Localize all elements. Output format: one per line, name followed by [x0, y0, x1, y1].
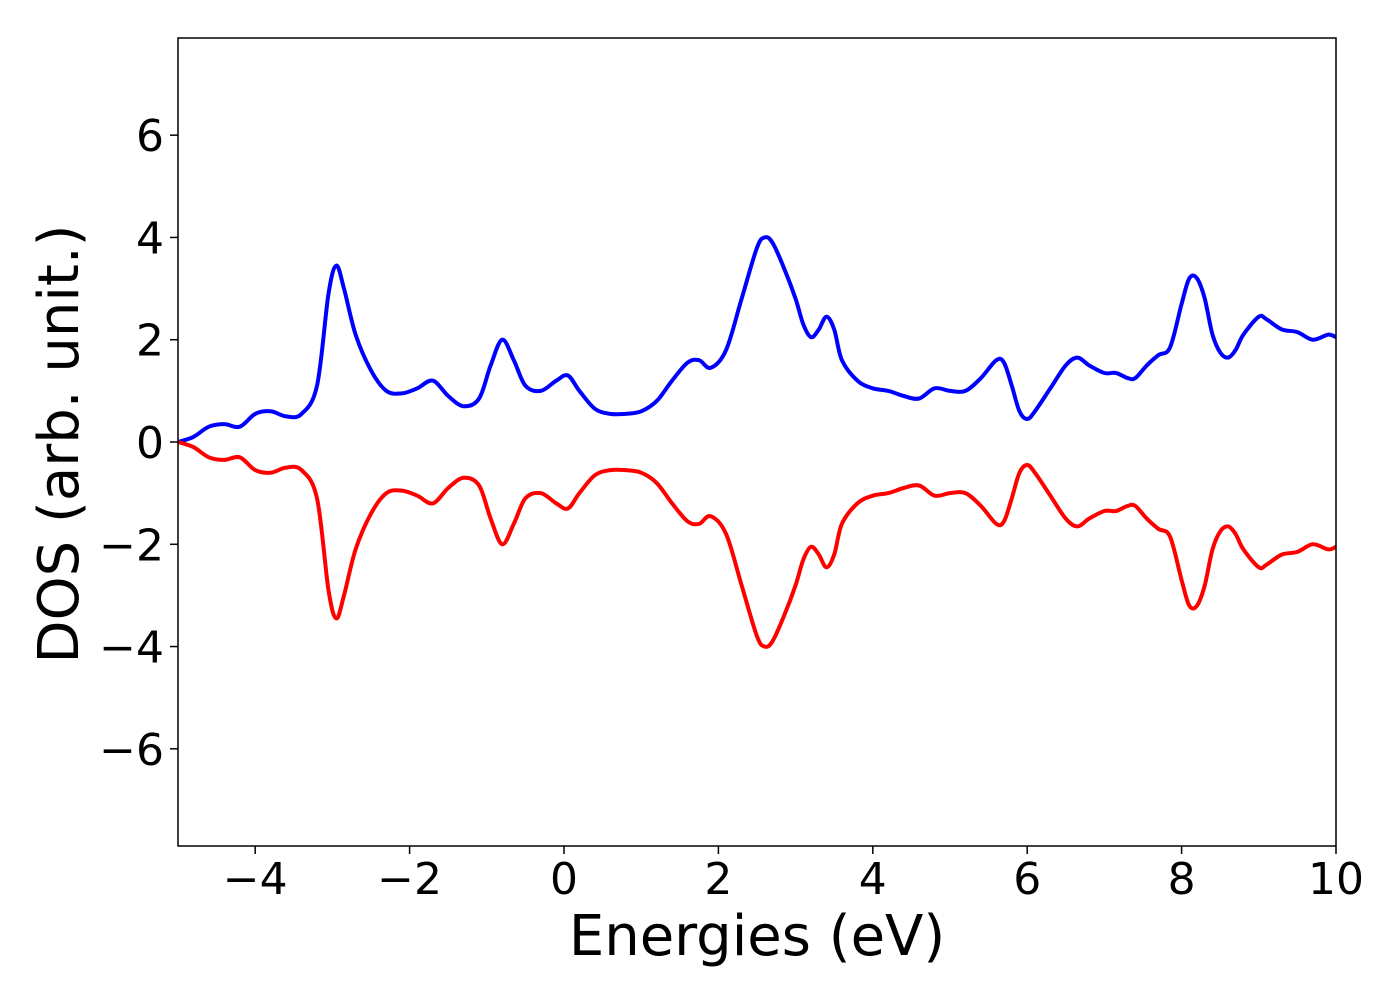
x-tick-label: 6 — [1013, 854, 1041, 905]
y-tick-label: −2 — [99, 520, 164, 571]
x-tick-label: −4 — [223, 854, 288, 905]
y-axis-ticks: −6 −4 −2 0 2 4 6 — [99, 111, 178, 776]
y-tick-label: 2 — [136, 316, 164, 367]
x-tick-label: −2 — [377, 854, 442, 905]
y-tick-label: −6 — [99, 725, 164, 776]
y-axis-label: DOS (arb. unit.) — [27, 224, 92, 663]
x-axis-ticks: −4 −2 0 2 4 6 8 10 — [223, 846, 1364, 905]
x-tick-label: 0 — [550, 854, 578, 905]
x-tick-label: 8 — [1168, 854, 1196, 905]
series-layer — [177, 235, 1337, 649]
dos-series-up — [177, 235, 1337, 444]
x-axis-label: Energies (eV) — [569, 904, 945, 969]
y-tick-label: 0 — [136, 418, 164, 469]
x-tick-label: 10 — [1308, 854, 1364, 905]
y-tick-label: −4 — [99, 623, 164, 674]
y-tick-label: 4 — [136, 213, 164, 264]
y-tick-label: 6 — [136, 111, 164, 162]
x-tick-label: 4 — [859, 854, 887, 905]
dos-series-down — [177, 440, 1337, 649]
x-tick-label: 2 — [704, 854, 732, 905]
